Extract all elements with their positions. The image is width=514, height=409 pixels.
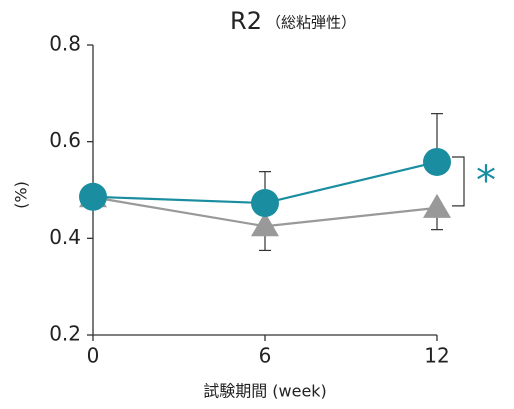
marker [423,193,451,218]
y-tick-label: 0.6 [49,128,81,152]
significance-bracket [452,156,465,207]
y-tick-label: 0.4 [49,225,81,249]
significance-mark: * [476,158,496,204]
marker [251,189,279,218]
marker [251,212,279,237]
y-tick-label: 0.8 [49,32,81,56]
chart-title: R2 [230,7,262,35]
x-tick-label: 12 [424,344,449,368]
marker [423,147,451,176]
y-axis-label: (%) [12,181,31,209]
chart-subtitle: （総粘弾性） [266,14,356,32]
x-tick-label: 6 [259,344,272,368]
marker [79,182,107,211]
x-tick-label: 0 [87,344,100,368]
y-tick-label: 0.2 [49,322,81,346]
x-axis-label: 試験期間 (week) [203,382,327,401]
